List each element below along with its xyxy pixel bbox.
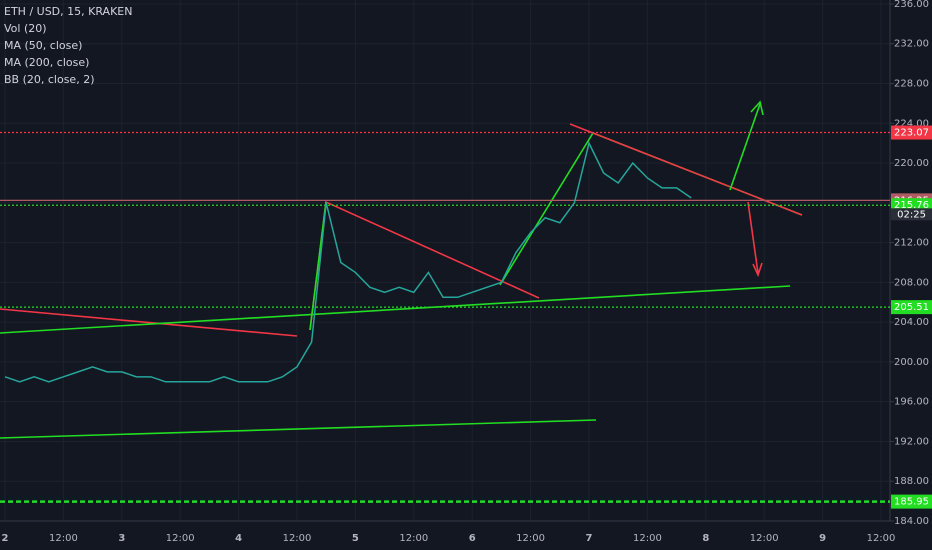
x-tick-label: 12:00	[49, 533, 78, 544]
y-tick-label: 236.00	[894, 0, 929, 10]
price-line	[4, 140, 692, 383]
arrow	[729, 103, 761, 191]
legend-text: BB (20, close, 2)	[4, 73, 95, 86]
price-tag-label: 215.76	[894, 200, 929, 211]
y-tick-label: 228.00	[894, 79, 929, 90]
arrow-head	[750, 100, 764, 116]
x-tick-label: 12:00	[633, 533, 662, 544]
x-tick-label: 5	[352, 533, 359, 544]
price-tag-label: 223.07	[894, 128, 929, 139]
x-tick-label: 9	[819, 533, 826, 544]
x-tick-label: 12:00	[166, 533, 195, 544]
price-axis	[890, 0, 932, 550]
countdown: 02:25	[897, 209, 926, 220]
legend-text: MA (50, close)	[4, 39, 82, 52]
trend-line	[0, 285, 791, 334]
price-tag-label: 185.95	[894, 497, 929, 508]
x-tick-label: 7	[586, 533, 593, 544]
x-tick-label: 12:00	[399, 533, 428, 544]
x-tick-label: 8	[702, 533, 709, 544]
x-tick-label: 12:00	[283, 533, 312, 544]
arrow-head	[752, 262, 763, 278]
y-tick-label: 200.00	[894, 357, 929, 368]
price-tag	[891, 300, 932, 315]
y-tick-label: 196.00	[894, 397, 929, 408]
legend-text: Vol (20)	[4, 22, 47, 35]
arrow	[747, 201, 759, 274]
y-tick-label: 212.00	[894, 238, 929, 249]
y-tick-label: 204.00	[894, 317, 929, 328]
legend-text: MA (200, close)	[4, 56, 89, 69]
x-tick-label: 4	[235, 533, 242, 544]
y-tick-label: 224.00	[894, 118, 929, 129]
y-tick-label: 232.00	[894, 39, 929, 50]
y-tick-label: 208.00	[894, 277, 929, 288]
price-tag	[891, 494, 932, 509]
x-tick-label: 2	[2, 533, 9, 544]
x-tick-label: 12:00	[867, 533, 896, 544]
y-tick-label: 220.00	[894, 158, 929, 169]
price-tag-label: 205.51	[894, 302, 929, 313]
price-tag	[891, 125, 932, 140]
trend-line	[0, 419, 597, 439]
countdown-tag	[891, 208, 932, 221]
x-tick-label: 12:00	[516, 533, 545, 544]
x-tick-label: 12:00	[750, 533, 779, 544]
x-tick-label: 3	[118, 533, 125, 544]
trend-line	[0, 308, 298, 337]
x-tick-label: 6	[469, 533, 476, 544]
y-tick-label: 192.00	[894, 436, 929, 447]
legend-text: ETH / USD, 15, KRAKEN	[4, 5, 132, 18]
y-tick-label: 188.00	[894, 476, 929, 487]
drawings	[0, 100, 803, 439]
y-tick-label: 184.00	[894, 516, 929, 527]
